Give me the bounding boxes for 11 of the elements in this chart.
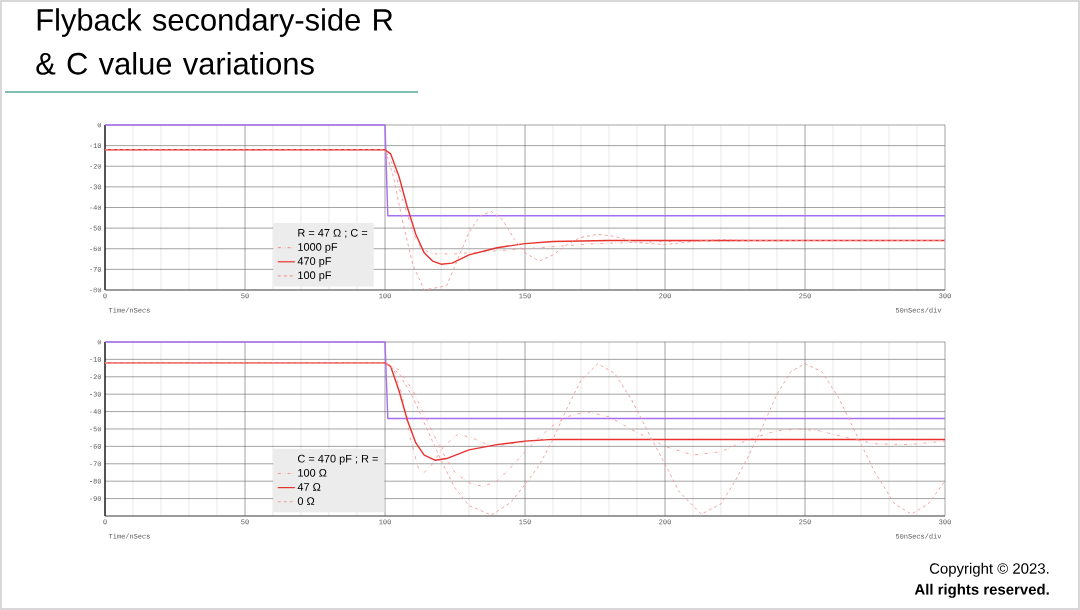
legend-title: C = 470 pF ; R = [297, 454, 378, 465]
chart-title: Flyback secondary-side R & C value variations [36, 8, 393, 75]
legend-label: 0 Ω [297, 497, 315, 505]
legend-label: 1000 pF [298, 243, 338, 253]
legend-label: 47 Ω [297, 483, 321, 491]
legend-label: 470 pF [297, 257, 332, 268]
legend-label: 100 Ω [298, 468, 327, 477]
legend-title: R = 47 Ω ; C = [298, 228, 368, 239]
text: All rights reserved. [914, 583, 1049, 598]
legend-label: 100 pF [298, 271, 332, 282]
text: Copyright © 2023. [929, 562, 1049, 577]
